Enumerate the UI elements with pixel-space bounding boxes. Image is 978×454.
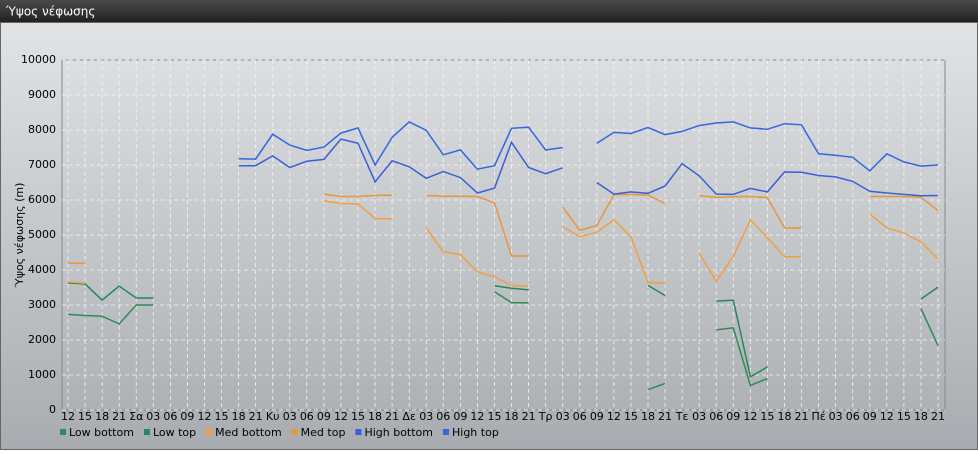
legend-swatch <box>291 429 298 435</box>
x-tick-label: 06 <box>300 410 314 423</box>
x-tick-label: 15 <box>215 410 229 423</box>
y-tick-label: 1000 <box>28 368 56 381</box>
x-tick-label: 18 <box>232 410 246 423</box>
legend-swatch <box>143 429 150 435</box>
x-tick-label: 12 <box>470 410 484 423</box>
y-tick-label: 8000 <box>28 123 56 136</box>
legend-swatch <box>206 429 213 435</box>
x-tick-label: 03 <box>283 410 297 423</box>
x-tick-label: 12 <box>880 410 894 423</box>
legend-label: Low bottom <box>69 426 134 439</box>
x-tick-label: 21 <box>931 410 945 423</box>
x-tick-label: 06 <box>846 410 860 423</box>
x-tick-label: Σα <box>129 410 143 423</box>
x-tick-label: 15 <box>351 410 365 423</box>
x-tick-label: 21 <box>522 410 536 423</box>
x-tick-label: 15 <box>78 410 92 423</box>
x-tick-label: 21 <box>112 410 126 423</box>
y-tick-label: 7000 <box>28 158 56 171</box>
y-tick-label: 4000 <box>28 263 56 276</box>
legend-label: High bottom <box>364 426 433 439</box>
x-tick-label: 12 <box>61 410 75 423</box>
x-tick-label: Κυ <box>266 410 280 423</box>
legend-swatch <box>60 429 66 435</box>
x-tick-label: 15 <box>624 410 638 423</box>
x-tick-label: 03 <box>829 410 843 423</box>
x-tick-label: Τρ <box>538 410 553 423</box>
x-tick-label: 15 <box>760 410 774 423</box>
legend-label: Med bottom <box>215 426 282 439</box>
x-tick-label: 15 <box>897 410 911 423</box>
x-tick-label: 09 <box>590 410 604 423</box>
header-bar <box>0 0 978 22</box>
y-tick-label: 3000 <box>28 298 56 311</box>
x-tick-label: 18 <box>368 410 382 423</box>
x-tick-label: 06 <box>163 410 177 423</box>
series-line <box>238 138 939 197</box>
x-tick-label: 09 <box>863 410 877 423</box>
series-line <box>238 121 939 172</box>
legend-label: High top <box>452 426 499 439</box>
x-tick-label: 06 <box>709 410 723 423</box>
y-tick-label: 6000 <box>28 193 56 206</box>
x-tick-label: Δε <box>402 410 416 423</box>
x-tick-label: 03 <box>556 410 570 423</box>
x-tick-label: 18 <box>914 410 928 423</box>
x-tick-label: 12 <box>607 410 621 423</box>
x-tick-label: 03 <box>146 410 160 423</box>
x-tick-label: 18 <box>505 410 519 423</box>
legend-label: Low top <box>153 426 196 439</box>
x-tick-label: 09 <box>180 410 194 423</box>
series-line <box>67 199 939 287</box>
legend-label: Med top <box>301 426 346 439</box>
chart-title: Ύψος νέφωσης <box>5 5 95 19</box>
x-tick-label: 09 <box>317 410 331 423</box>
y-tick-label: 2000 <box>28 333 56 346</box>
y-tick-label: 5000 <box>28 228 56 241</box>
x-tick-label: 03 <box>692 410 706 423</box>
x-tick-label: 18 <box>95 410 109 423</box>
x-tick-label: 15 <box>487 410 501 423</box>
x-tick-label: 21 <box>385 410 399 423</box>
series-line <box>67 291 939 391</box>
x-tick-label: 09 <box>726 410 740 423</box>
x-tick-label: 18 <box>641 410 655 423</box>
x-tick-label: Πέ <box>811 410 825 423</box>
x-tick-label: 21 <box>249 410 263 423</box>
x-tick-label: 06 <box>573 410 587 423</box>
y-tick-label: 0 <box>49 403 56 416</box>
legend-swatch <box>355 429 362 435</box>
x-tick-label: 18 <box>777 410 791 423</box>
x-tick-label: 09 <box>453 410 467 423</box>
y-tick-label: 10000 <box>21 53 56 66</box>
legend-swatch <box>443 429 449 435</box>
x-tick-label: 03 <box>419 410 433 423</box>
x-tick-label: 21 <box>795 410 809 423</box>
x-tick-label: 12 <box>334 410 348 423</box>
y-tick-label: 9000 <box>28 88 56 101</box>
x-tick-label: 06 <box>436 410 450 423</box>
x-tick-label: 12 <box>197 410 211 423</box>
series-line <box>67 282 939 378</box>
x-tick-label: 21 <box>658 410 672 423</box>
x-tick-label: Τε <box>675 410 689 423</box>
x-tick-label: 12 <box>743 410 757 423</box>
y-axis-label: Ύψος νέφωσης (m) <box>13 183 26 289</box>
